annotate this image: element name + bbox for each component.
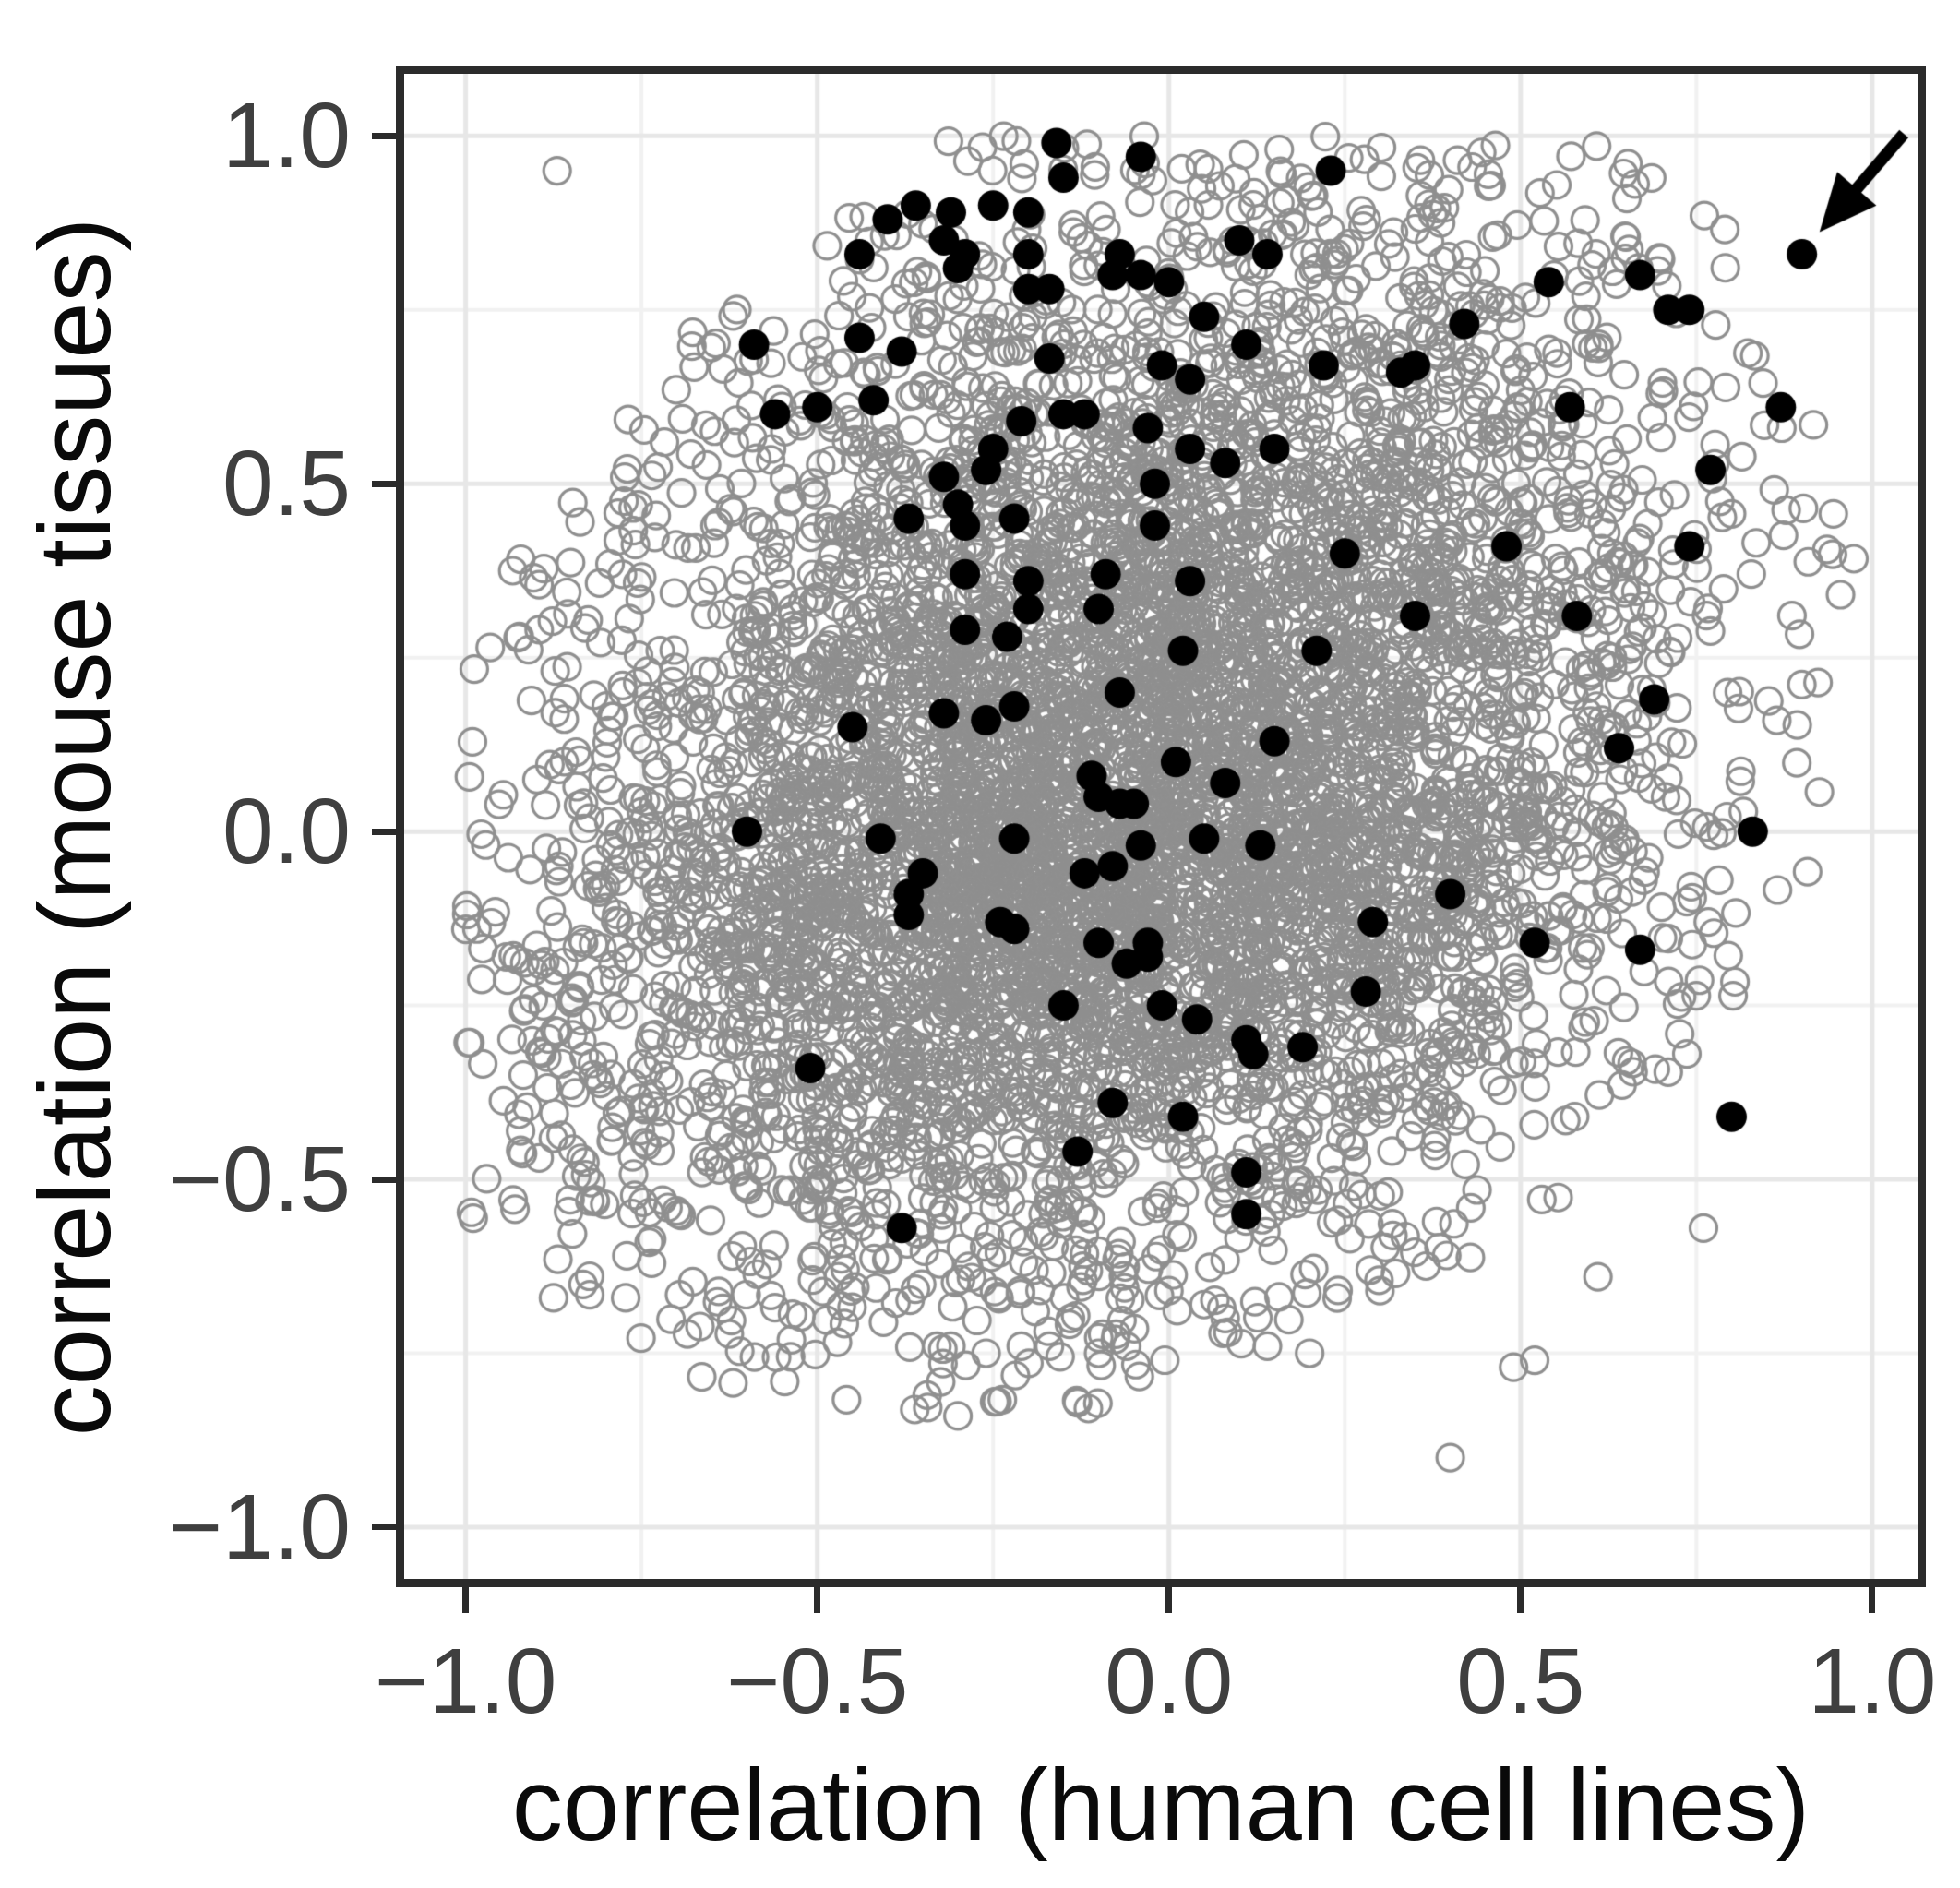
plot-panel [400, 69, 1922, 1583]
y-tick-label: −0.5 [168, 1128, 351, 1232]
y-tick-mark [372, 1176, 400, 1183]
x-tick-label: 1.0 [1808, 1630, 1937, 1733]
x-tick-mark [814, 1585, 821, 1613]
x-tick-mark [1869, 1585, 1876, 1613]
x-tick-label: 0.5 [1456, 1630, 1585, 1733]
y-tick-mark [372, 828, 400, 835]
x-tick-mark [462, 1585, 470, 1613]
x-axis-title: correlation (human cell lines) [511, 1749, 1811, 1862]
x-tick-label: −0.5 [725, 1630, 909, 1733]
y-tick-label: 0.0 [221, 780, 351, 884]
y-tick-label: −1.0 [168, 1475, 351, 1579]
scatter-canvas [400, 69, 1922, 1583]
y-tick-label: 0.5 [221, 432, 351, 536]
x-tick-label: −1.0 [374, 1630, 557, 1733]
x-tick-mark [1165, 1585, 1173, 1613]
x-tick-mark [1517, 1585, 1524, 1613]
y-tick-mark [372, 480, 400, 487]
y-tick-mark [372, 1524, 400, 1531]
x-tick-label: 0.0 [1105, 1630, 1234, 1733]
y-tick-label: 1.0 [221, 84, 351, 188]
y-tick-mark [372, 132, 400, 139]
